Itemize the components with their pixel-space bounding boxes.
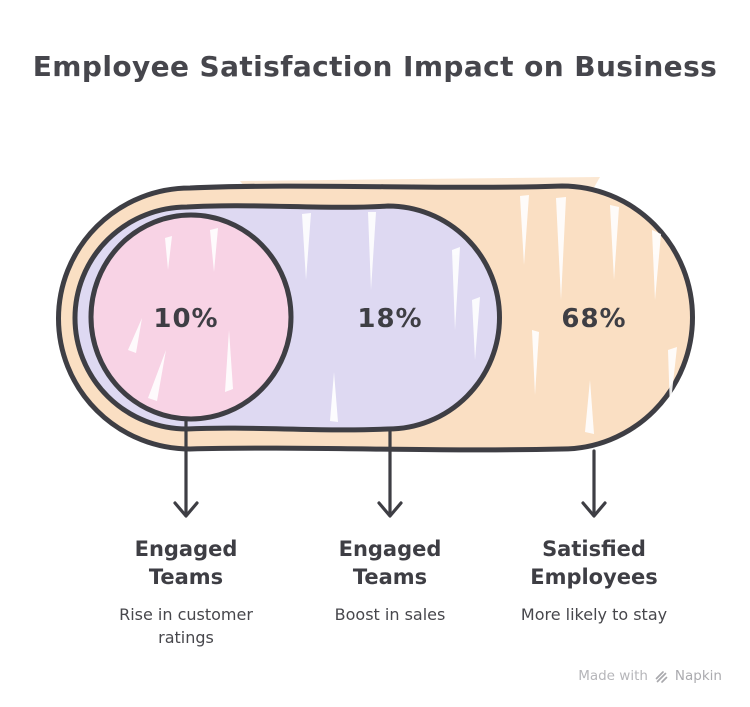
percent-label-18: 18%	[357, 304, 422, 334]
caption-satisfied-employees: Satisfied Employees More likely to stay	[494, 536, 694, 627]
caption-engaged-teams-1: Engaged Teams Rise in customer ratings	[86, 536, 286, 650]
down-arrow-icon	[581, 449, 607, 518]
down-arrow-icon	[173, 419, 199, 518]
texture-streaks-lavender	[302, 212, 480, 422]
brand-text: Napkin	[674, 668, 722, 684]
texture-streaks-pink	[128, 228, 233, 401]
made-with-text: Made with	[578, 668, 648, 684]
connector-arrows	[173, 419, 607, 518]
made-with-napkin-watermark: Made with Napkin	[578, 668, 722, 684]
napkin-logo-icon	[655, 670, 668, 683]
caption-heading: Satisfied Employees	[530, 537, 658, 589]
texture-streaks-peach	[520, 195, 677, 434]
percent-label-10: 10%	[153, 304, 218, 334]
down-arrow-icon	[377, 429, 403, 518]
inner-circle-10	[88, 212, 294, 422]
percent-label-68: 68%	[561, 304, 626, 334]
caption-engaged-teams-2: Engaged Teams Boost in sales	[290, 536, 490, 627]
page-title: Employee Satisfaction Impact on Business	[32, 50, 718, 83]
caption-description: Boost in sales	[334, 605, 446, 625]
caption-description: Rise in customer ratings	[119, 605, 253, 648]
caption-heading: Engaged Teams	[338, 537, 442, 589]
caption-heading: Engaged Teams	[134, 537, 238, 589]
caption-description: More likely to stay	[520, 605, 668, 625]
